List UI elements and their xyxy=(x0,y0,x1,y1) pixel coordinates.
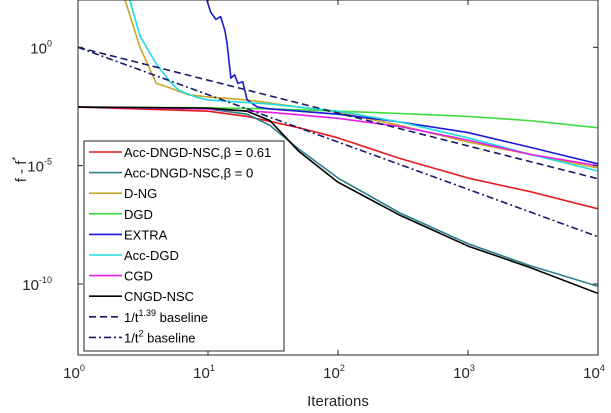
legend: Acc-DNGD-NSC,β = 0.61 Acc-DNGD-NSC,β = 0 D… xyxy=(83,140,285,352)
legend-label: EXTRA xyxy=(124,227,168,242)
series-line-6 xyxy=(128,0,598,172)
x-axis-label: Iterations xyxy=(307,393,369,410)
y-tick-label: 100 xyxy=(30,38,52,57)
legend-label: D-NG xyxy=(124,186,157,201)
series-line-4 xyxy=(78,106,598,129)
series-line-10 xyxy=(78,46,598,238)
legend-label: Acc-DNGD-NSC,β = 0 xyxy=(124,166,253,181)
x-tick-label: 103 xyxy=(453,363,475,382)
legend-label: Acc-DNGD-NSC,β = 0.61 xyxy=(124,145,271,160)
series-layer xyxy=(78,0,598,295)
x-tick-label: 101 xyxy=(193,363,215,382)
legend-label: 1/t1.39 baseline xyxy=(124,308,208,325)
y-axis-label: f - f* xyxy=(11,157,30,183)
x-tick-label: 100 xyxy=(63,363,85,382)
legend-label: CNGD-NSC xyxy=(124,289,194,304)
series-line-9 xyxy=(78,46,598,180)
tick-layer: 100 101 102 103 104 100 10-5 10-10 xyxy=(22,0,605,382)
series-line-2 xyxy=(78,106,598,288)
series-line-5 xyxy=(206,0,598,165)
series-line-1 xyxy=(78,106,598,210)
series-line-8 xyxy=(78,106,598,295)
legend-label: 1/t2 baseline xyxy=(124,328,196,345)
legend-label: Acc-DGD xyxy=(124,248,179,263)
x-tick-label: 104 xyxy=(583,363,605,382)
y-tick-label: 10-5 xyxy=(27,157,52,176)
legend-label: CGD xyxy=(124,269,153,284)
legend-label: DGD xyxy=(124,207,153,222)
y-tick-label: 10-10 xyxy=(22,275,52,294)
x-tick-label: 102 xyxy=(323,363,345,382)
